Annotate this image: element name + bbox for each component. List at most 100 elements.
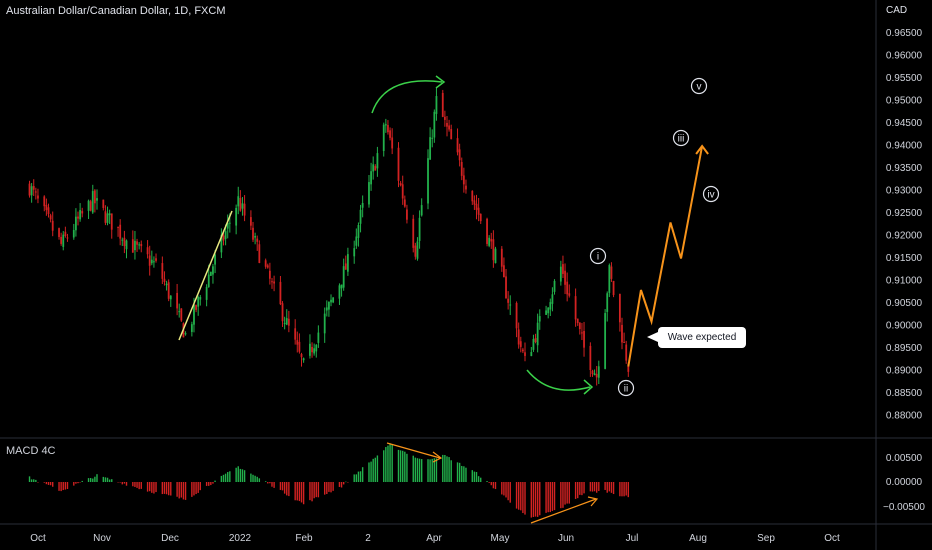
macd-bar: [359, 471, 362, 482]
candle-body: [131, 239, 134, 253]
macd-bar: [385, 447, 387, 482]
macd-bar: [547, 482, 549, 513]
macd-bar: [520, 482, 522, 511]
macd-bar: [313, 482, 315, 499]
macd-bar: [256, 476, 258, 482]
candle-body: [155, 258, 157, 261]
projection-arrowhead: [695, 144, 709, 155]
candle-body: [612, 280, 615, 295]
wave-label-iii: iii: [678, 134, 685, 145]
currency-label: CAD: [886, 5, 908, 16]
macd-bar: [551, 482, 554, 511]
top-arc: [371, 80, 443, 114]
macd-bar: [608, 482, 611, 492]
candle-body: [521, 349, 524, 352]
time-tick-label: 2022: [229, 533, 252, 544]
candle-body: [593, 373, 596, 376]
macd-bar: [155, 482, 157, 493]
candle-body: [252, 227, 254, 240]
candle-body: [325, 307, 328, 311]
macd-bar: [108, 479, 111, 482]
candle-body: [93, 190, 96, 204]
macd-tick-label: 0.00500: [886, 453, 923, 464]
macd-bar: [397, 449, 400, 482]
macd-bar: [433, 458, 436, 482]
candle-body: [49, 215, 52, 220]
candle-body: [178, 311, 181, 313]
macd-bar: [96, 474, 98, 482]
macd-bar: [591, 482, 594, 492]
candle-body: [384, 124, 387, 126]
candle-body: [346, 254, 349, 272]
price-tick-label: 0.93500: [886, 163, 923, 174]
macd-indicator-title[interactable]: MACD 4C: [6, 445, 56, 457]
candle-body: [28, 183, 31, 196]
macd-bar: [623, 482, 625, 497]
price-tick-label: 0.90500: [886, 298, 923, 309]
macd-bar: [311, 482, 313, 502]
candle-body: [545, 310, 547, 315]
candle-body: [226, 222, 229, 229]
price-tick-label: 0.91500: [886, 253, 923, 264]
candle-body: [271, 281, 273, 283]
candle-body: [323, 313, 326, 334]
macd-bar: [296, 482, 298, 501]
candle-body: [239, 198, 242, 211]
candle-body: [75, 216, 77, 231]
candle-body: [427, 158, 429, 204]
candle-body: [243, 203, 246, 216]
price-tick-label: 0.93000: [886, 186, 923, 197]
candle-body: [60, 236, 63, 244]
macd-bar: [214, 480, 216, 482]
macd-bar: [361, 467, 364, 482]
candle-body: [566, 281, 569, 295]
candle-body: [161, 263, 164, 279]
candle-body: [89, 201, 92, 211]
macd-bar: [574, 482, 577, 499]
macd-bar: [132, 482, 134, 487]
candle-body: [564, 270, 566, 285]
macd-bar: [490, 482, 492, 486]
candle-body: [559, 266, 562, 282]
candle-body: [581, 332, 583, 334]
macd-bar: [442, 454, 444, 482]
wave-label-i: i: [597, 252, 599, 263]
candle-body: [235, 207, 238, 226]
candle-body: [370, 171, 372, 185]
macd-bar: [402, 450, 404, 482]
time-tick-label: 2: [365, 533, 371, 544]
macd-bar: [625, 482, 627, 496]
candle-body: [509, 304, 512, 306]
macd-bar: [420, 459, 423, 482]
macd-bar: [222, 474, 225, 482]
macd-bar: [539, 482, 541, 516]
macd-bar: [446, 456, 448, 482]
candle-body: [66, 237, 69, 239]
macd-bar: [182, 482, 185, 500]
macd-bar: [448, 457, 450, 482]
candle-body: [184, 333, 187, 335]
candle-body: [117, 226, 119, 228]
macd-bar: [264, 481, 267, 482]
macd-bar: [473, 471, 476, 482]
candle-body: [180, 308, 183, 321]
candle-body: [547, 307, 550, 314]
macd-bar: [294, 482, 296, 501]
macd-bar: [340, 482, 343, 488]
candle-body: [475, 203, 478, 210]
candle-body: [197, 297, 200, 307]
candle-body: [338, 285, 341, 299]
candle-body: [355, 236, 358, 246]
candle-body: [534, 338, 537, 343]
macd-bar: [416, 458, 419, 482]
candle-body: [311, 346, 313, 353]
macd-bar: [342, 482, 345, 485]
bottom-arc: [526, 369, 591, 391]
macd-bar: [598, 482, 600, 492]
candle-body: [606, 293, 609, 312]
candle-body: [441, 92, 444, 117]
candle-body: [403, 199, 406, 207]
candle-body: [372, 164, 375, 172]
